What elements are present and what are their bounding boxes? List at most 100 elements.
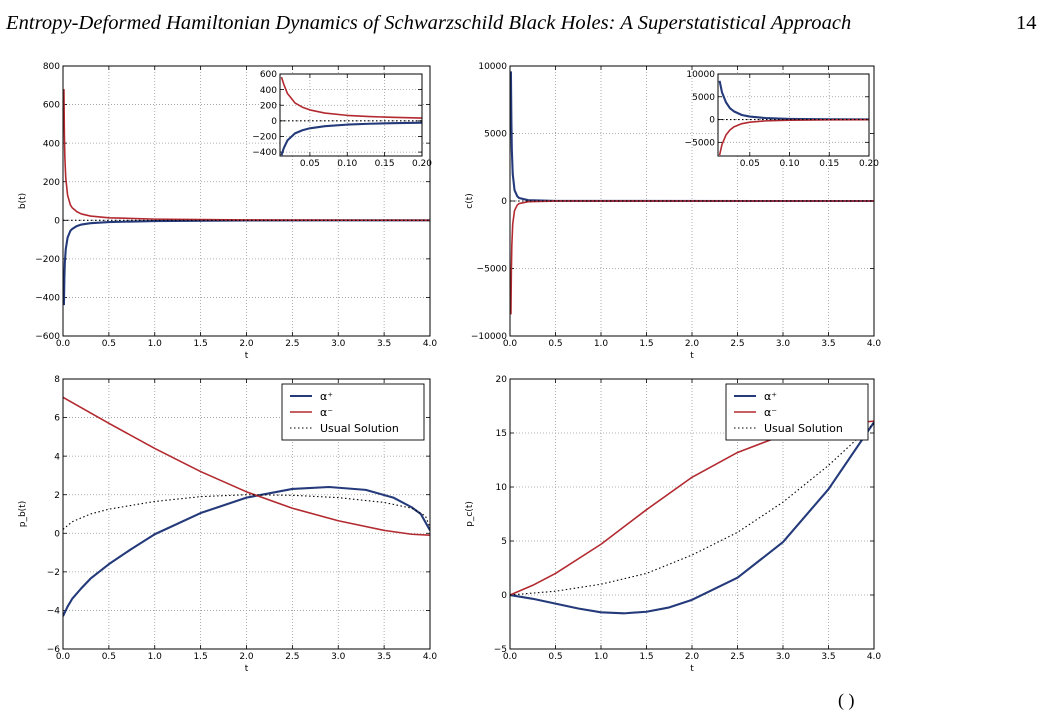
chart-c-inset-tick-label-x: 0.10: [780, 159, 800, 169]
chart-c-tick-label-x: 1.0: [594, 339, 609, 349]
chart-pb-tick-label-y: 2: [54, 491, 60, 501]
chart-pc-ylabel: p_c(t): [465, 501, 475, 527]
chart-b-tick-label-x: 2.5: [285, 339, 299, 349]
chart-pb-legend-label-alpha-minus: α⁻: [320, 406, 333, 419]
chart-c-inset-tick-label-y: 10000: [686, 70, 715, 80]
chart-pc-tick-label-x: 3.5: [821, 652, 835, 662]
chart-c-inset-frame: [717, 73, 870, 157]
chart-pb-tick-label-y: 0: [54, 529, 60, 539]
chart-pb-series-alpha-minus: [63, 396, 430, 537]
chart-b-tick-label-y: 600: [43, 101, 60, 111]
chart-pc-tick-label-y: 20: [496, 375, 508, 385]
page-number: 14: [1016, 12, 1037, 34]
chart-pc-tick-label-x: 0.0: [503, 652, 518, 662]
chart-b-tick-label-y: −400: [35, 294, 60, 304]
chart-pb-tick-label-x: 4.0: [423, 652, 438, 662]
chart-pb-tick-label-x: 2.5: [285, 652, 299, 662]
chart-pc-xlabel: t: [690, 664, 694, 674]
chart-pb-tick-label-y: −6: [47, 645, 61, 655]
chart-pb-tick-label-x: 3.0: [331, 652, 346, 662]
chart-pc: 0.0 0.5 1.0 1.5 2.0 2.5 3.0 3.5 4.0 −5 0 5 10 15 20 t p_…: [465, 375, 881, 674]
chart-b: 0.0 0.5 1.0 1.5 2.0 2.5 3.0 3.5 4.0−600−400−2000…: [18, 62, 437, 361]
chart-pc-tick-label-y: 0: [501, 591, 507, 601]
chart-b-tick-label-x: 0.0: [56, 339, 71, 349]
chart-b-inset-tick-label-y: −200: [252, 133, 277, 143]
chart-pc-tick-label-x: 4.0: [867, 652, 882, 662]
chart-b-tick-label-y: −600: [35, 332, 60, 342]
chart-c-frame: [509, 65, 875, 337]
chart-pc-frame: [509, 378, 875, 650]
chart-b-inset-tick-label-y: 0: [271, 117, 277, 127]
chart-b-tick-label-y: 400: [43, 139, 60, 149]
chart-pc-tick-label-y: 10: [496, 483, 508, 493]
chart-c-inset-tick-label-x: 0.15: [819, 159, 839, 169]
chart-pc-legend-label-alpha-minus: α⁻: [764, 406, 777, 419]
chart-pc-series-usual: [510, 422, 874, 596]
chart-b-tick-label-x: 0.5: [102, 339, 116, 349]
chart-c-inset-tick-label-y: −5000: [685, 138, 716, 148]
chart-b-inset-tick-label-y: −400: [252, 148, 277, 158]
chart-c: 0.0 0.5 1.0 1.5 2.0 2.5 3.0 3.5 4.0 −10000 −5000 0 5…: [465, 62, 881, 361]
chart-c-inset-tick-label-y: 0: [709, 116, 715, 126]
chart-b-frame: [62, 65, 431, 337]
chart-pb-ylabel: p_b(t): [18, 501, 28, 527]
chart-pc-legend-label-alpha-plus: α⁺: [764, 390, 777, 403]
chart-b-tick-label-y: 800: [43, 62, 60, 72]
chart-pb-frame: [62, 378, 431, 650]
chart-c-inset-tick-label-x: 0.20: [859, 159, 879, 169]
chart-pb-series-alpha-plus: [63, 485, 430, 617]
chart-c-tick-label-y: −10000: [471, 332, 507, 342]
chart-pc-legend: α⁺ α⁻ Usual Solution: [725, 383, 869, 441]
chart-pb-tick-label-y: 6: [54, 414, 60, 424]
chart-b-inset-tick-label-y: 600: [260, 70, 277, 80]
chart-b-xlabel: t: [245, 351, 249, 361]
chart-pc-legend-label-usual: Usual Solution: [764, 422, 843, 435]
chart-b-tick-label-x: 1.0: [148, 339, 163, 349]
chart-pc-series-alpha-plus: [510, 421, 874, 615]
chart-pb-xlabel: t: [245, 664, 249, 674]
chart-pc-tick-label-x: 1.0: [594, 652, 609, 662]
chart-b-inset-tick-label-x: 0.10: [337, 159, 357, 169]
footer-fragment: ( ): [838, 690, 855, 710]
chart-b-inset: 0.05 0.10 0.15 0.20 −400 −200 0 200 400 600: [252, 70, 432, 169]
chart-b-tick-label-x: 3.0: [331, 339, 346, 349]
chart-c-inset-tick-label-x: 0.05: [740, 159, 760, 169]
chart-pc-tick-label-x: 0.5: [548, 652, 562, 662]
chart-pb-tick-label-y: −4: [47, 607, 61, 617]
chart-b-inset-tick-label-y: 400: [260, 86, 277, 96]
chart-b-inset-tick-label-x: 0.20: [412, 159, 432, 169]
chart-c-inset: 0.05 0.10 0.15 0.20 −5000 0 5000 10000: [685, 70, 880, 169]
chart-c-tick-label-x: 1.5: [639, 339, 653, 349]
chart-b-tick-label-x: 2.0: [239, 339, 254, 349]
chart-c-inset-tick-label-y: 5000: [692, 93, 715, 103]
chart-c-xlabel: t: [690, 351, 694, 361]
chart-c-tick-label-y: −5000: [477, 265, 508, 275]
chart-c-tick-label-x: 2.0: [685, 339, 700, 349]
chart-c-tick-label-x: 4.0: [867, 339, 882, 349]
chart-b-inset-frame: [279, 73, 423, 157]
chart-pb-tick-label-y: −2: [47, 568, 60, 578]
chart-b-tick-label-x: 3.5: [377, 339, 391, 349]
chart-b-tick-label-x: 1.5: [193, 339, 207, 349]
chart-pb-legend-label-usual: Usual Solution: [320, 422, 399, 435]
chart-pb-tick-label-x: 0.5: [102, 652, 116, 662]
chart-pb-tick-label-x: 2.0: [239, 652, 254, 662]
chart-b-inset-tick-label-x: 0.05: [300, 159, 320, 169]
chart-c-tick-label-y: 0: [501, 197, 507, 207]
chart-pb-tick-label-x: 0.0: [56, 652, 71, 662]
chart-c-ylabel: c(t): [465, 193, 475, 209]
chart-pb-tick-label-x: 3.5: [377, 652, 391, 662]
chart-pb-tick-label-x: 1.0: [148, 652, 163, 662]
page-header-title: Entropy-Deformed Hamiltonian Dynamics of…: [6, 12, 852, 34]
chart-pc-tick-label-x: 1.5: [639, 652, 653, 662]
chart-c-tick-label-x: 3.5: [821, 339, 835, 349]
chart-b-tick-label-x: 4.0: [423, 339, 438, 349]
chart-pb-tick-label-x: 1.5: [193, 652, 207, 662]
chart-b-series-alpha-minus: [63, 89, 430, 222]
chart-pb-tick-label-y: 4: [54, 452, 60, 462]
chart-b-tick-label-y: −200: [35, 255, 60, 265]
chart-b-inset-tick-label-y: 200: [260, 101, 277, 111]
chart-c-tick-label-x: 3.0: [776, 339, 791, 349]
chart-b-inset-tick-label-x: 0.15: [375, 159, 395, 169]
chart-c-tick-label-x: 0.0: [503, 339, 518, 349]
